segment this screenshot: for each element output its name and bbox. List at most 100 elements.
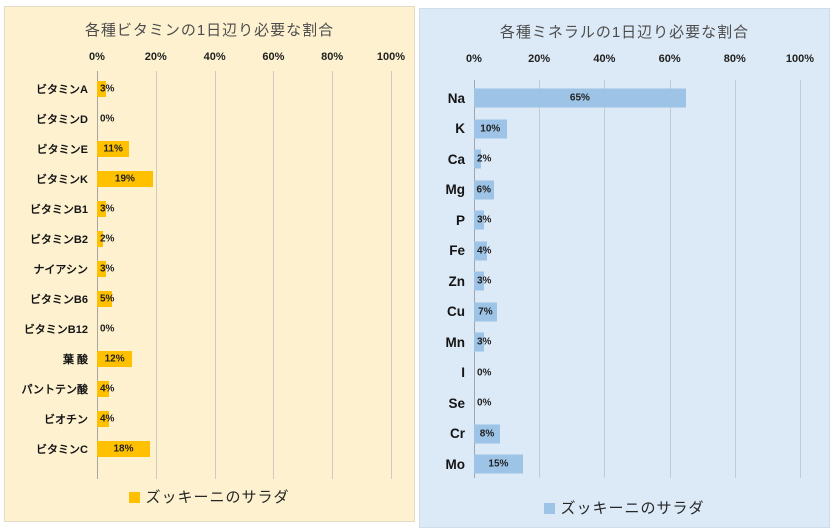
category-label: Se bbox=[448, 395, 465, 411]
category-label: Na bbox=[447, 90, 465, 106]
vitamin-legend: ズッキーニのサラダ bbox=[5, 486, 414, 507]
value-label: 3% bbox=[477, 336, 492, 348]
mineral-bar-rows: Na 65% K 10% Ca 2% Mg 6% P 3% Fe 4% Zn 3% Cu 7% Mn 3% I 0% S… bbox=[420, 83, 800, 480]
mineral-legend: ズッキーニのサラダ bbox=[420, 497, 829, 518]
category-label: ビタミンB6 bbox=[29, 294, 88, 306]
value-label: 5% bbox=[100, 293, 115, 305]
bar-row: ビタミンD 0% bbox=[5, 104, 391, 134]
bar-track: 3% bbox=[97, 254, 391, 284]
bar-track: 0% bbox=[97, 314, 391, 344]
bar-track: 18% bbox=[97, 434, 391, 464]
value-label: 3% bbox=[100, 83, 115, 95]
vitamin-x-axis: 0% 20% 40% 60% 80% 100% bbox=[89, 51, 405, 69]
mineral-chart-title: 各種ミネラルの1日辺り必要な割合 bbox=[499, 24, 750, 41]
x-tick-label: 80% bbox=[321, 51, 344, 63]
bar-row: Se 0% bbox=[420, 388, 800, 419]
value-label: 2% bbox=[100, 233, 115, 245]
value-label: 4% bbox=[100, 413, 115, 425]
bar-track: 3% bbox=[474, 205, 800, 236]
bar-track: 11% bbox=[97, 134, 391, 164]
value-label: 0% bbox=[100, 113, 115, 125]
category-label: P bbox=[455, 212, 465, 228]
bar-track: 4% bbox=[97, 374, 391, 404]
bar-row: 葉 酸 12% bbox=[5, 344, 391, 374]
bar-track: 2% bbox=[474, 144, 800, 175]
mineral-chart-panel: 各種ミネラルの1日辺り必要な割合 0% 20% 40% 60% 80% 100% Na 65… bbox=[419, 8, 830, 528]
bar-row: ビタミンA 3% bbox=[5, 74, 391, 104]
data-bar bbox=[474, 149, 481, 169]
gridline bbox=[734, 80, 736, 478]
bar-row: Cr 8% bbox=[420, 419, 800, 450]
category-label: ビタミンB2 bbox=[29, 234, 88, 246]
data-bar bbox=[474, 119, 507, 139]
value-label: 0% bbox=[477, 397, 492, 409]
gridline bbox=[273, 71, 275, 479]
value-label: 3% bbox=[477, 214, 492, 226]
data-bar bbox=[97, 381, 109, 397]
category-label: ビタミンB1 bbox=[29, 204, 88, 216]
value-label: 19% bbox=[114, 173, 135, 185]
bar-row: ナイアシン 3% bbox=[5, 254, 391, 284]
value-label: 11% bbox=[103, 143, 123, 155]
bar-row: Na 65% bbox=[420, 83, 800, 114]
vitamin-bar-rows: ビタミンA 3% ビタミンD 0% ビタミンE 11% ビタミンK 19% ビタミンB1 3% ビタ… bbox=[5, 74, 391, 464]
x-tick-label: 40% bbox=[593, 53, 616, 65]
data-bar bbox=[474, 241, 488, 261]
gridline bbox=[214, 71, 216, 479]
value-label: 3% bbox=[477, 275, 492, 287]
category-label: Mg bbox=[445, 182, 466, 198]
bar-track: 7% bbox=[474, 297, 800, 328]
data-bar bbox=[474, 424, 501, 444]
value-label: 3% bbox=[100, 263, 115, 275]
bar-track: 3% bbox=[474, 266, 800, 297]
bar-track: 3% bbox=[97, 74, 391, 104]
x-tick-label: 60% bbox=[262, 51, 285, 63]
category-label: ビタミンA bbox=[36, 84, 88, 96]
bar-row: ビタミンB12 0% bbox=[5, 314, 391, 344]
bar-track: 12% bbox=[97, 344, 391, 374]
value-label: 12% bbox=[104, 353, 125, 365]
bar-row: ビオチン 4% bbox=[5, 404, 391, 434]
gridline bbox=[332, 71, 334, 479]
category-label: K bbox=[455, 121, 465, 137]
category-label: Cr bbox=[449, 426, 465, 442]
x-tick-label: 60% bbox=[658, 53, 681, 65]
vitamin-chart-panel: 各種ビタミンの1日辺り必要な割合 0% 20% 40% 60% 80% 100% ビタミン… bbox=[4, 6, 415, 522]
bar-track: 0% bbox=[474, 388, 800, 419]
category-label: Zn bbox=[448, 273, 466, 289]
value-label: 10% bbox=[480, 123, 501, 135]
bar-track: 3% bbox=[474, 327, 800, 358]
value-label: 3% bbox=[100, 203, 115, 215]
bar-row: P 3% bbox=[420, 205, 800, 236]
category-label: ビタミンE bbox=[36, 144, 88, 156]
category-label: ビタミンD bbox=[36, 114, 88, 126]
data-bar bbox=[474, 271, 484, 291]
category-label: I bbox=[461, 365, 465, 381]
x-tick-label: 100% bbox=[785, 53, 815, 65]
data-bar bbox=[97, 351, 133, 367]
bar-row: K 10% bbox=[420, 114, 800, 145]
category-label: Mn bbox=[445, 334, 466, 350]
bar-track: 5% bbox=[97, 284, 391, 314]
value-label: 2% bbox=[477, 153, 492, 165]
data-bar bbox=[474, 454, 523, 474]
bar-track: 10% bbox=[474, 114, 800, 145]
value-label: 18% bbox=[113, 443, 134, 455]
gridline bbox=[604, 80, 606, 478]
vitamin-chart-title: 各種ビタミンの1日辺り必要な割合 bbox=[84, 22, 335, 39]
gridline bbox=[539, 80, 541, 478]
data-bar bbox=[474, 302, 497, 322]
category-label: Ca bbox=[447, 151, 465, 167]
category-label: ナイアシン bbox=[33, 264, 88, 276]
data-bar bbox=[474, 180, 494, 200]
gridline bbox=[391, 71, 392, 479]
bar-track: 15% bbox=[474, 449, 800, 480]
bar-track: 0% bbox=[474, 358, 800, 389]
bar-row: ビタミンB2 2% bbox=[5, 224, 391, 254]
data-bar bbox=[97, 441, 150, 457]
category-label: Mo bbox=[445, 456, 466, 472]
mineral-legend-swatch bbox=[544, 503, 556, 514]
mineral-x-axis: 0% 20% 40% 60% 80% 100% bbox=[466, 53, 814, 71]
value-label: 8% bbox=[479, 428, 495, 440]
